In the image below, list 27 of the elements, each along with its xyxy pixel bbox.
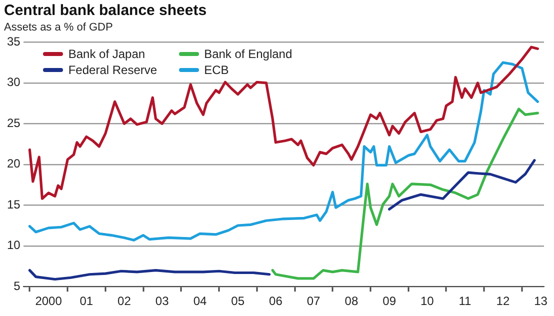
y-tick-label: 10 xyxy=(6,238,21,252)
x-tick-label: 09 xyxy=(382,294,396,308)
y-tick-label: 5 xyxy=(14,278,21,293)
x-tick-label: 06 xyxy=(269,294,283,308)
chart-subtitle: Assets as a % of GDP xyxy=(4,22,113,34)
legend-label: Bank of Japan xyxy=(68,47,146,62)
y-tick-label: 20 xyxy=(6,156,21,171)
legend-label: Bank of England xyxy=(204,47,292,62)
x-tick-label: 10 xyxy=(420,294,434,308)
x-tick-label: 11 xyxy=(458,294,472,308)
x-tick-label: 04 xyxy=(193,294,208,308)
x-tick-label: 2000 xyxy=(35,294,62,308)
x-tick-label: 07 xyxy=(306,294,321,308)
x-tick-label: 05 xyxy=(231,294,245,308)
y-tick-label: 15 xyxy=(6,197,21,212)
legend-label: Federal Reserve xyxy=(68,63,158,78)
x-tick-label: 03 xyxy=(155,294,170,308)
chart-title: Central bank balance sheets xyxy=(4,2,207,20)
y-tick-label: 35 xyxy=(6,34,21,49)
x-tick-label: 13 xyxy=(534,294,548,308)
x-tick-label: 08 xyxy=(344,294,358,308)
x-tick-label: 02 xyxy=(118,294,132,308)
y-tick-label: 25 xyxy=(6,116,21,130)
x-tick-label: 12 xyxy=(496,294,510,308)
legend-label: ECB xyxy=(204,63,229,78)
y-tick-label: 30 xyxy=(6,75,21,90)
x-tick-label: 01 xyxy=(80,294,94,308)
